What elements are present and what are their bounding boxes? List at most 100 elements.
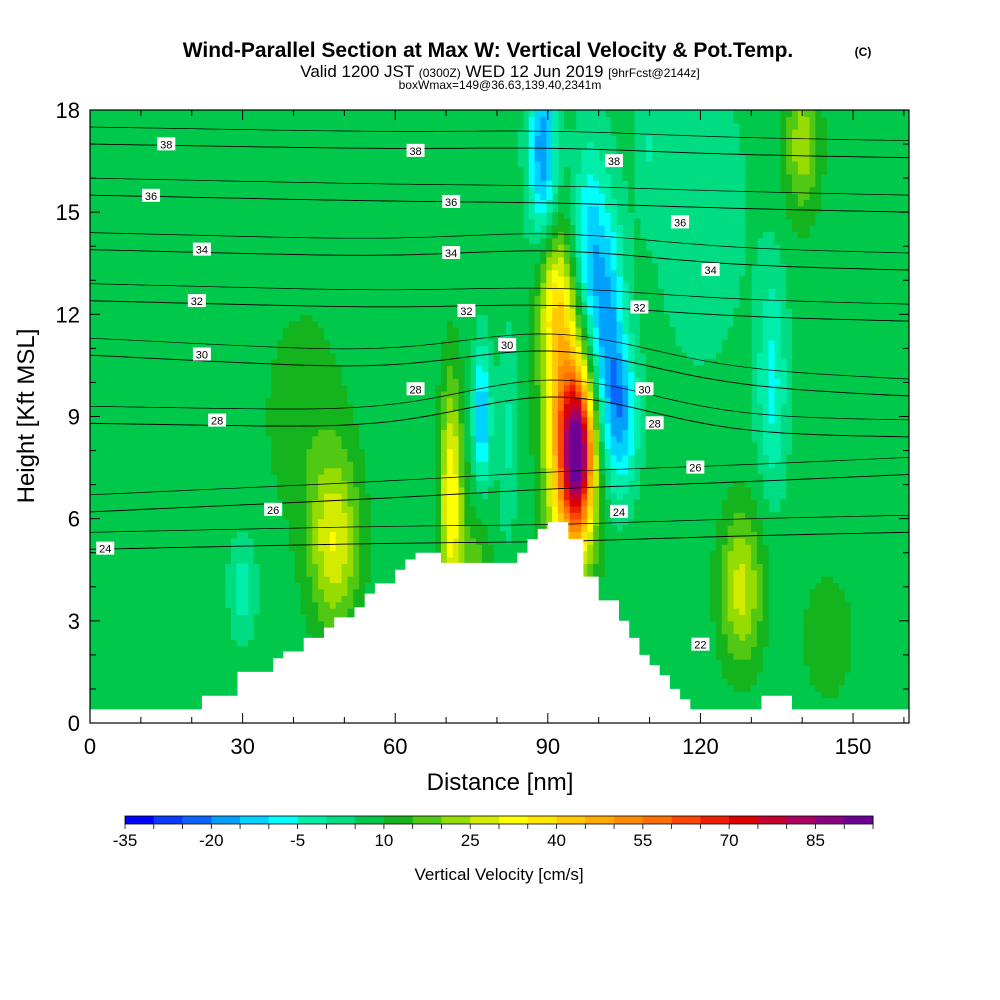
colorbar-tick-label: 10 bbox=[374, 831, 393, 850]
colorbar-tick-label: -20 bbox=[199, 831, 224, 850]
chart-title: Wind-Parallel Section at Max W: Vertical… bbox=[183, 39, 794, 62]
theta-contour-minor bbox=[90, 514, 909, 533]
colorbar-swatch bbox=[527, 816, 558, 824]
colorbar-swatch bbox=[844, 816, 874, 824]
theta-contour-minor bbox=[90, 283, 909, 305]
theta-contour-34 bbox=[90, 249, 909, 271]
x-tick-label: 60 bbox=[383, 734, 407, 759]
colorbar-swatch bbox=[671, 816, 701, 824]
contour-label-box bbox=[630, 300, 649, 314]
theta-contour-minor bbox=[90, 126, 909, 141]
colorbar-label: Vertical Velocity [cm/s] bbox=[414, 865, 583, 884]
colorbar-swatch bbox=[240, 816, 270, 824]
colorbar-swatch bbox=[182, 816, 212, 824]
contour-label: 36 bbox=[442, 194, 461, 209]
colorbar-swatch bbox=[499, 816, 529, 824]
contour-label-box bbox=[157, 137, 176, 151]
contour-label-text: 28 bbox=[409, 384, 421, 396]
colorbar-tick-label: 25 bbox=[461, 831, 480, 850]
contour-label-box bbox=[635, 382, 654, 396]
colorbar-swatch bbox=[326, 816, 356, 824]
terrain bbox=[90, 522, 909, 723]
valid-date: WED 12 Jun 2019 bbox=[465, 62, 603, 81]
contour-label: 30 bbox=[192, 347, 211, 362]
contour-label: 38 bbox=[406, 143, 425, 158]
y-tick-label: 0 bbox=[68, 711, 80, 736]
contour-label: 34 bbox=[442, 246, 461, 260]
x-tick-label: 90 bbox=[536, 734, 560, 759]
contour-label: 26 bbox=[264, 502, 283, 517]
colorbar-swatch bbox=[470, 816, 500, 824]
x-tick-label: 120 bbox=[682, 734, 719, 759]
y-tick-label: 6 bbox=[68, 507, 80, 532]
contour-label-text: 26 bbox=[267, 505, 279, 517]
box-wmax-info: boxWmax=149@36.63,139.40,2341m bbox=[399, 78, 602, 92]
colorbar-swatch bbox=[211, 816, 241, 824]
y-tick-label: 3 bbox=[68, 609, 80, 634]
x-tick-label: 150 bbox=[835, 734, 872, 759]
contour-label-box bbox=[187, 294, 206, 308]
contour-label-text: 36 bbox=[145, 191, 157, 203]
colorbar-tick-label: 85 bbox=[806, 831, 825, 850]
contour-label: 24 bbox=[96, 541, 115, 556]
contour-label: 38 bbox=[604, 154, 623, 168]
contour-label: 28 bbox=[645, 416, 664, 430]
contour-label-box bbox=[406, 143, 425, 157]
contour-label: 32 bbox=[457, 303, 476, 318]
colorbar-tick-label: -35 bbox=[113, 831, 138, 850]
contour-label-text: 24 bbox=[613, 507, 625, 519]
colorbar-tick-label: -5 bbox=[290, 831, 305, 850]
colorbar-swatch bbox=[815, 816, 845, 824]
contour-label-box bbox=[498, 337, 517, 351]
colorbar-tick-label: 40 bbox=[547, 831, 566, 850]
colorbar-swatch bbox=[125, 816, 155, 824]
contour-label: 30 bbox=[498, 337, 517, 352]
contour-label-box bbox=[645, 416, 664, 430]
contour-label: 22 bbox=[691, 637, 710, 652]
theta-contours bbox=[90, 126, 909, 550]
colorbar-swatch bbox=[297, 816, 327, 824]
contour-label-text: 30 bbox=[501, 340, 513, 352]
theta-contour-24 bbox=[90, 531, 909, 550]
theta-contour-30 bbox=[90, 350, 909, 397]
colorbar-swatch bbox=[153, 816, 184, 824]
colorbar-swatch bbox=[556, 816, 586, 824]
colorbar-swatch bbox=[268, 816, 299, 824]
x-tick-label: 0 bbox=[84, 734, 96, 759]
contour-label: 32 bbox=[630, 300, 649, 315]
contour-label-text: 32 bbox=[460, 306, 472, 318]
contour-label: 34 bbox=[192, 242, 211, 257]
valid-utc: (0300Z) bbox=[419, 66, 461, 80]
colorbar-swatch bbox=[355, 816, 385, 824]
contour-label-text: 28 bbox=[649, 418, 661, 430]
contour-label-text: 38 bbox=[608, 156, 620, 168]
contour-label: 28 bbox=[406, 382, 425, 396]
copyright-mark: (C) bbox=[855, 45, 872, 59]
contour-label: 24 bbox=[610, 504, 629, 519]
colorbar-swatch bbox=[729, 816, 759, 824]
contour-label: 38 bbox=[157, 137, 176, 151]
theta-contour-28 bbox=[90, 396, 909, 438]
y-tick-label: 9 bbox=[68, 405, 80, 430]
contour-label-text: 28 bbox=[211, 416, 223, 428]
colorbar-swatch bbox=[757, 816, 788, 824]
theta-contour-32 bbox=[90, 300, 909, 322]
contour-label-box bbox=[691, 637, 710, 651]
contour-label: 36 bbox=[142, 188, 161, 203]
theta-contour-minor bbox=[90, 457, 909, 496]
contour-label-box bbox=[142, 188, 161, 202]
valid-prefix: Valid 1200 JST bbox=[300, 62, 414, 81]
contour-label-text: 26 bbox=[689, 463, 701, 475]
valid-line: Valid 1200 JST (0300Z) WED 12 Jun 2019 [… bbox=[300, 62, 700, 81]
colorbar-swatch bbox=[441, 816, 471, 824]
contour-label-text: 24 bbox=[99, 544, 111, 556]
contour-label-box bbox=[406, 382, 425, 396]
contour-label: 34 bbox=[701, 263, 720, 277]
theta-contour-minor bbox=[90, 333, 909, 380]
contour-label-box bbox=[96, 541, 115, 555]
contour-label: 32 bbox=[187, 294, 206, 308]
colorbar-tick-label: 70 bbox=[720, 831, 739, 850]
contour-label-text: 30 bbox=[638, 384, 650, 396]
